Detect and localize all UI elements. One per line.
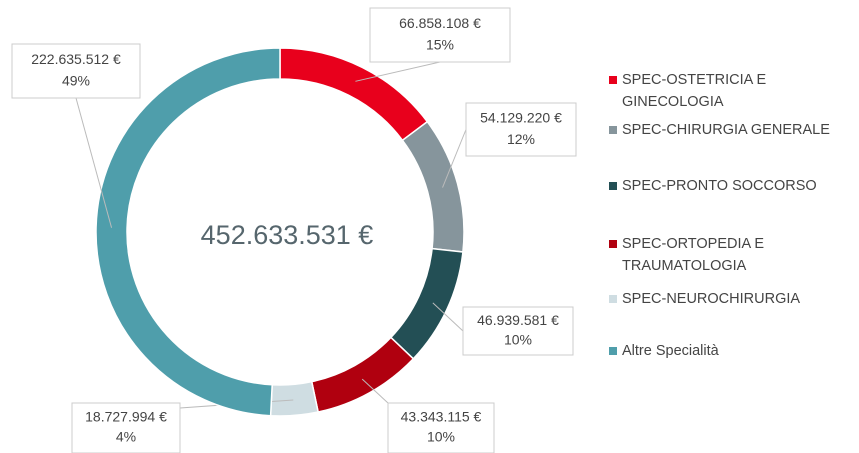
legend-label: SPEC-CHIRURGIA GENERALE [622, 122, 830, 138]
labels: 66.858.108 € 15% 54.129.220 € 12% 46.939.581… [11, 7, 577, 453]
percent-label: 49% [62, 73, 90, 89]
percent-label: 15% [426, 37, 454, 53]
label-box [11, 43, 141, 99]
leader-line [361, 378, 389, 404]
legend-label: SPEC-NEUROCHIRURGIA [622, 291, 801, 307]
value-label: 54.129.220 € [480, 110, 562, 126]
legend-swatch [609, 76, 617, 84]
legend-item: SPEC-CHIRURGIA GENERALE [609, 119, 854, 141]
value-label: 18.727.994 € [85, 409, 167, 425]
legend-item: SPEC-NEUROCHIRURGIA [609, 288, 854, 310]
legend-label: SPEC-PRONTO SOCCORSO [622, 178, 817, 194]
legend-label: SPEC-OSTETRICIA E GINECOLOGIA [622, 72, 767, 110]
percent-label: 10% [504, 331, 532, 347]
center-label: 452.633.531 € [201, 220, 374, 250]
donut-segment [401, 120, 465, 253]
donut-segment [269, 380, 320, 417]
label-box [369, 7, 511, 63]
legend-item: SPEC-ORTOPEDIA E TRAUMATOLOGIA [609, 233, 854, 277]
legend-swatch [609, 126, 617, 134]
leader-line [355, 61, 441, 82]
legend-label: Altre Specialità [622, 343, 719, 359]
label-box [465, 102, 577, 157]
label-box [462, 306, 574, 356]
donut-segment [389, 247, 464, 360]
legend-swatch [609, 182, 617, 190]
legend-item: SPEC-PRONTO SOCCORSO [609, 175, 854, 197]
legend-item: SPEC-OSTETRICIA E GINECOLOGIA [609, 69, 854, 113]
label-box [387, 402, 495, 453]
leader-line [432, 302, 464, 332]
legend-swatch [609, 347, 617, 355]
value-label: 66.858.108 € [399, 15, 481, 31]
donut-segment [95, 47, 281, 417]
leader-line [75, 97, 113, 228]
donut-segment [310, 336, 415, 413]
value-label: 222.635.512 € [31, 51, 121, 67]
value-label: 43.343.115 € [401, 409, 482, 425]
percent-label: 12% [507, 131, 535, 147]
leader-line [442, 129, 467, 188]
label-box [71, 402, 181, 453]
legend-item: Altre Specialità [609, 340, 854, 362]
legend-label: SPEC-ORTOPEDIA E TRAUMATOLOGIA [622, 236, 765, 274]
percent-label: 10% [427, 429, 455, 445]
legend-swatch [609, 295, 617, 303]
legend-swatch [609, 240, 617, 248]
value-label: 46.939.581 € [477, 312, 559, 328]
percent-label: 4% [116, 429, 136, 445]
